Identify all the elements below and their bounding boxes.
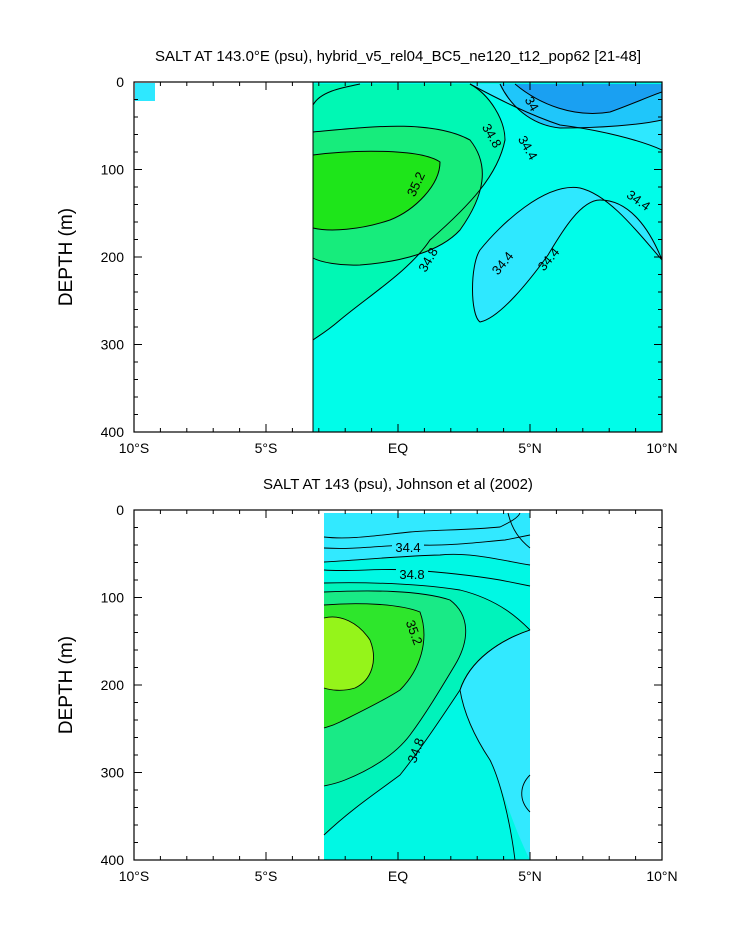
panel-observed-field [323, 512, 531, 860]
x-tick-label: 10°S [119, 868, 150, 884]
salinity-fill-35-4 [324, 616, 374, 691]
y-tick-label: 300 [101, 765, 125, 781]
contour-label: 34.8 [399, 567, 424, 582]
y-tick-label: 400 [101, 424, 125, 440]
y-tick-label: 0 [116, 74, 124, 90]
salinity-fill-34-4 [470, 84, 662, 322]
panel-model-title: SALT AT 143.0°E (psu), hybrid_v5_rel04_B… [155, 48, 641, 65]
y-tick-label: 100 [101, 590, 125, 606]
y-tick-label: 200 [101, 677, 125, 693]
panel-observed-contours [323, 512, 531, 860]
x-tick-label: 5°S [255, 440, 278, 456]
contour-label: 34.4 [395, 540, 420, 555]
y-tick-label: 200 [101, 249, 125, 265]
x-tick-label: 5°N [518, 440, 542, 456]
x-tick-label: EQ [388, 868, 408, 884]
panel-model-contours [312, 83, 662, 341]
y-tick-label: 100 [101, 162, 125, 178]
contour-label: 34 [522, 94, 542, 114]
panel-observed: SALT AT 143 (psu), Johnson et al (2002) [56, 476, 678, 884]
panel-model-axes: 10°S 5°S EQ 5°N 10°N 0 100 200 300 400 [101, 74, 678, 456]
panel-model-field [135, 82, 662, 432]
salinity-fill-34-4 [324, 513, 530, 565]
y-tick-label: 0 [116, 502, 124, 518]
x-tick-label: 10°N [646, 868, 677, 884]
panel-observed-ylabel: DEPTH (m) [56, 636, 77, 734]
salinity-fill-coastal-cell [135, 83, 155, 101]
panel-model-ylabel: DEPTH (m) [56, 208, 77, 306]
salinity-fill-34-4-north [460, 630, 530, 860]
x-tick-label: 5°N [518, 868, 542, 884]
y-tick-label: 400 [101, 852, 125, 868]
panel-observed-axes: 10°S 5°S EQ 5°N 10°N 0 100 200 300 400 [101, 502, 678, 884]
salinity-fill-35-2 [313, 151, 440, 230]
x-tick-label: 10°N [646, 440, 677, 456]
x-tick-label: EQ [388, 440, 408, 456]
x-tick-label: 5°S [255, 868, 278, 884]
salinity-fill-34-2 [508, 513, 530, 548]
panel-model: SALT AT 143.0°E (psu), hybrid_v5_rel04_B… [56, 48, 678, 456]
y-tick-label: 300 [101, 337, 125, 353]
panel-observed-title: SALT AT 143 (psu), Johnson et al (2002) [263, 476, 533, 493]
panel-observed-contour-labels: 34.4 34.8 35.2 34.8 [392, 540, 428, 765]
x-tick-label: 10°S [119, 440, 150, 456]
